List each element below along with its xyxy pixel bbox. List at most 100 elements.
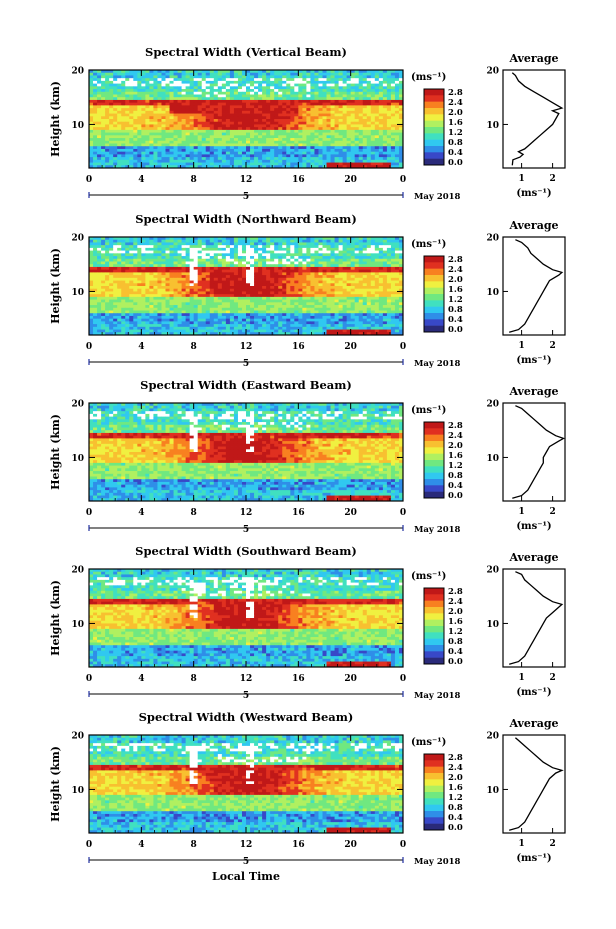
heatmap-cell <box>370 121 376 125</box>
heatmap-cell <box>161 258 166 262</box>
heatmap-cell <box>193 108 199 112</box>
heatmap-cell <box>237 242 243 246</box>
heatmap-cell <box>266 143 271 147</box>
heatmap-cell <box>370 83 376 87</box>
heatmap-cell <box>342 294 348 298</box>
heatmap-cell <box>342 258 348 262</box>
heatmap-cell <box>326 157 331 161</box>
heatmap-cell <box>201 105 207 109</box>
heatmap-cell <box>209 288 215 292</box>
heatmap-cell <box>330 105 335 109</box>
heatmap-cell <box>306 148 311 153</box>
heatmap-cell <box>330 247 335 252</box>
heatmap-cell <box>137 127 142 131</box>
heatmap-cell <box>378 108 384 112</box>
heatmap-cell <box>197 291 203 295</box>
heatmap-cell <box>185 245 191 249</box>
heatmap-cell <box>109 154 114 158</box>
heatmap-cell <box>330 143 335 147</box>
heatmap-cell <box>205 275 211 279</box>
heatmap-cell <box>213 127 219 131</box>
heatmap-cell <box>346 127 352 131</box>
heatmap-cell <box>125 165 130 169</box>
heatmap-cell <box>298 307 303 311</box>
heatmap-cell <box>225 247 231 252</box>
heatmap-cell <box>121 269 126 273</box>
heatmap-cell <box>250 99 255 104</box>
heatmap-cell <box>137 119 142 123</box>
heatmap-cell <box>177 275 182 279</box>
heatmap-cell <box>153 86 158 90</box>
heatmap-cell <box>382 283 388 287</box>
heatmap-cell <box>185 83 191 87</box>
heatmap-cell <box>209 110 215 114</box>
heatmap-cell <box>197 75 203 79</box>
heatmap-cell <box>266 275 271 279</box>
heatmap-cell <box>121 105 126 109</box>
heatmap-cell <box>346 299 352 303</box>
heatmap-cell <box>342 272 348 276</box>
heatmap-cell <box>133 83 138 87</box>
heatmap-cell <box>149 116 154 120</box>
x-tick-label: 0 <box>86 175 92 185</box>
heatmap-cell <box>278 288 283 292</box>
heatmap-cell <box>310 89 315 93</box>
heatmap-cell <box>105 299 110 303</box>
heatmap-cell <box>201 277 207 281</box>
heatmap-cell <box>241 97 247 101</box>
heatmap-cell <box>121 272 126 276</box>
heatmap-cell <box>382 86 388 90</box>
heatmap-cell <box>133 143 138 147</box>
heatmap-cell <box>350 237 356 241</box>
heatmap-cell <box>302 286 307 290</box>
heatmap-cell <box>105 165 110 169</box>
heatmap-cell <box>362 91 368 95</box>
heatmap-cell <box>105 89 110 93</box>
heatmap-cell <box>237 135 243 139</box>
heatmap-cell <box>133 266 138 271</box>
heatmap-cell <box>205 119 211 123</box>
heatmap-cell <box>109 119 114 123</box>
heatmap-cell <box>330 272 335 276</box>
heatmap-cell <box>302 159 307 163</box>
heatmap-cell <box>105 237 110 241</box>
heatmap-cell <box>229 78 235 82</box>
heatmap-cell <box>342 296 348 301</box>
heatmap-cell <box>109 247 114 252</box>
heatmap-cell <box>241 258 247 262</box>
heatmap-cell <box>97 272 102 276</box>
heatmap-cell <box>177 83 182 87</box>
heatmap-cell <box>374 245 380 249</box>
heatmap-cell <box>378 110 384 114</box>
heatmap-cell <box>258 86 263 90</box>
heatmap-cell <box>254 127 259 131</box>
heatmap-cell <box>161 99 166 104</box>
heatmap-cell <box>310 78 315 82</box>
heatmap-cell <box>290 280 295 284</box>
heatmap-cell <box>161 135 166 139</box>
heatmap-cell <box>161 86 166 90</box>
heatmap-cell <box>302 72 307 76</box>
heatmap-cell <box>394 83 400 87</box>
heatmap-cell <box>306 162 311 166</box>
heatmap-cell <box>117 124 122 128</box>
heatmap-cell <box>338 108 344 112</box>
heatmap-cell <box>217 143 223 147</box>
heatmap-cell <box>157 165 162 169</box>
heatmap-cell <box>378 165 384 169</box>
heatmap-cell <box>165 132 170 136</box>
heatmap-cell <box>318 129 323 134</box>
heatmap-cell <box>153 80 158 85</box>
heatmap-cell <box>157 72 162 76</box>
heatmap-cell <box>250 247 255 252</box>
heatmap-cell <box>225 113 231 117</box>
heatmap-cell <box>201 237 207 241</box>
heatmap-cell <box>258 80 263 85</box>
heatmap-cell <box>217 256 223 260</box>
heatmap-cell <box>105 127 110 131</box>
heatmap-cell <box>221 132 227 136</box>
heatmap-cell <box>290 70 295 74</box>
heatmap-cell <box>121 119 126 123</box>
heatmap-cell <box>185 121 191 125</box>
heatmap-cell <box>286 116 291 120</box>
